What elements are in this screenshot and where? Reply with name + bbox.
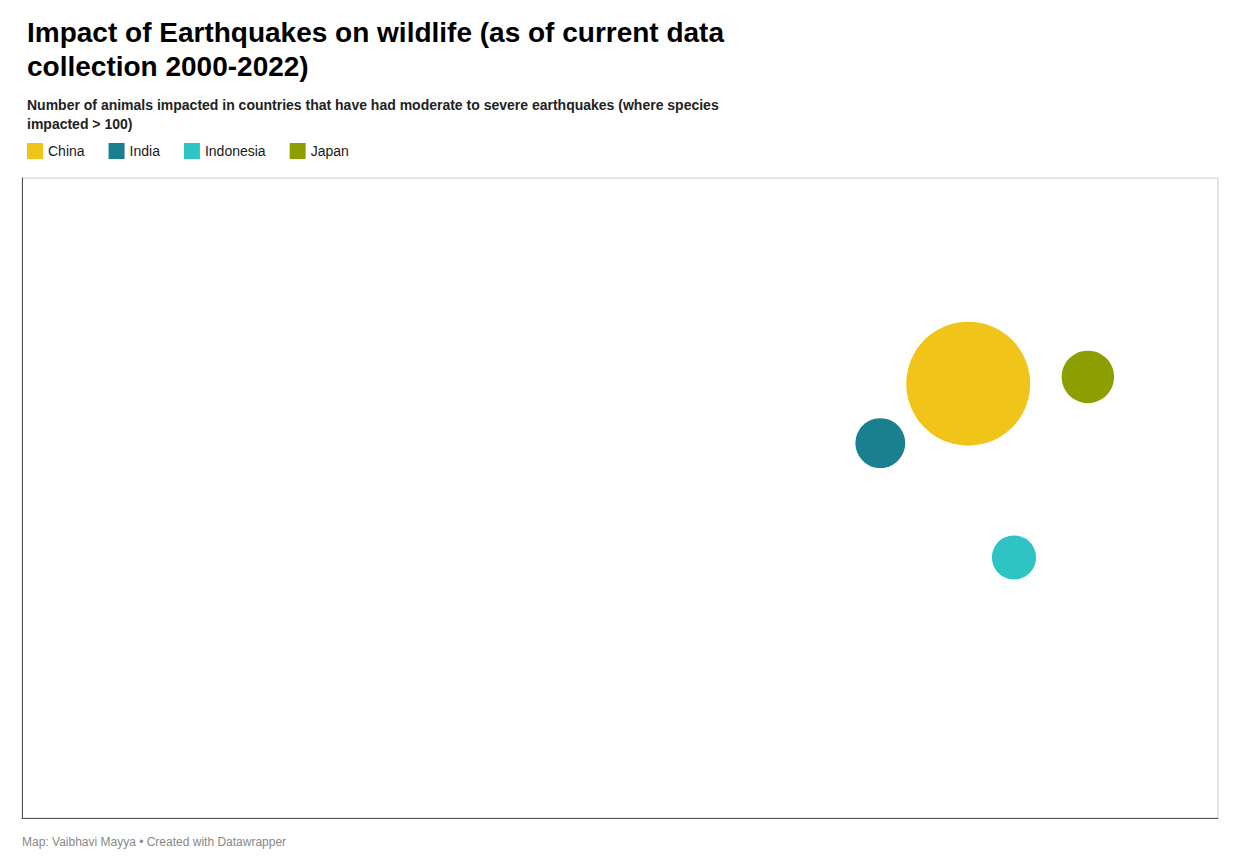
svg-text:collection 2000-2022): collection 2000-2022) xyxy=(27,51,309,82)
svg-text:Japan: Japan xyxy=(311,143,349,159)
svg-text:Indonesia: Indonesia xyxy=(205,143,266,159)
svg-text:impacted > 100): impacted > 100) xyxy=(27,116,132,132)
svg-text:India: India xyxy=(130,143,161,159)
svg-text:Map: Vaibhavi Mayya • Created: Map: Vaibhavi Mayya • Created with Dataw… xyxy=(22,835,286,849)
svg-text:Number of animals impacted in: Number of animals impacted in countries … xyxy=(27,97,719,113)
svg-text:China: China xyxy=(48,143,85,159)
svg-text:Impact of Earthquakes on wildl: Impact of Earthquakes on wildlife (as of… xyxy=(27,17,724,48)
